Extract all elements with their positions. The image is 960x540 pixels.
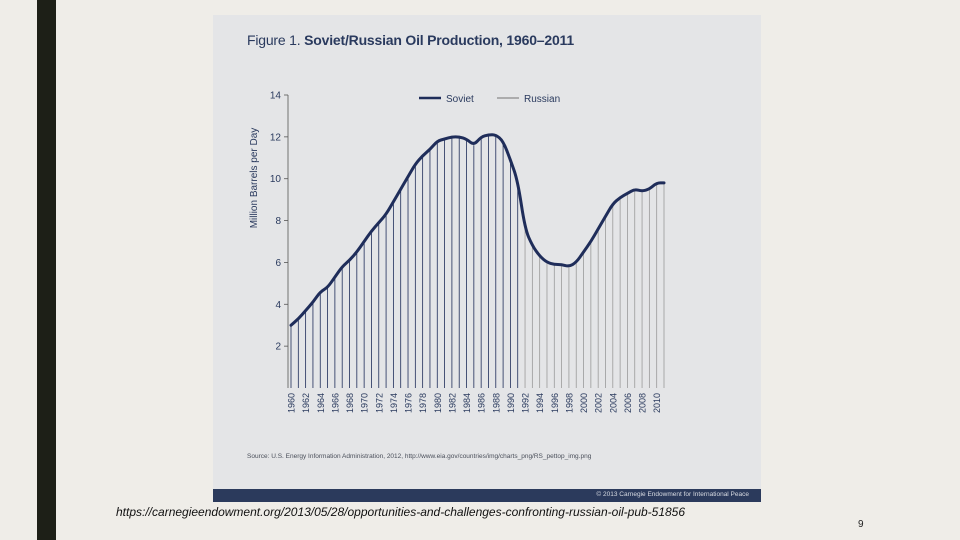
x-tick-label: 1972 (374, 393, 384, 413)
figure-title-text: Soviet/Russian Oil Production, 1960–2011 (304, 32, 574, 48)
x-tick-label: 1980 (433, 393, 443, 413)
slide-accent-bar (37, 0, 56, 540)
figure-panel: Figure 1. Soviet/Russian Oil Production,… (213, 15, 761, 502)
y-tick-label: 12 (270, 132, 282, 143)
x-tick-label: 2006 (623, 393, 633, 413)
x-tick-label: 1966 (330, 393, 340, 413)
y-tick-label: 2 (275, 342, 281, 353)
y-axis: 2 4 6 8 10 12 14 (270, 91, 289, 388)
y-tick-label: 6 (275, 258, 281, 269)
x-tick-label: 1984 (462, 393, 472, 413)
x-tick-label: 1970 (360, 393, 370, 413)
x-tick-label: 2002 (594, 393, 604, 413)
x-axis: 1960 1962 1964 1966 1968 1970 1972 1974 1976 1978… (287, 393, 663, 413)
x-tick-label: 1996 (550, 393, 560, 413)
year-drop-lines (290, 134, 665, 388)
source-url[interactable]: https://carnegieendowment.org/2013/05/28… (116, 505, 686, 519)
x-tick-label: 1962 (301, 393, 311, 413)
figure-title: Figure 1. Soviet/Russian Oil Production,… (247, 32, 574, 48)
x-tick-label: 1986 (477, 393, 487, 413)
x-tick-label: 1992 (521, 393, 531, 413)
y-tick-label: 14 (270, 91, 282, 102)
x-tick-label: 2004 (608, 393, 618, 413)
x-tick-label: 1974 (389, 393, 399, 413)
series-lines (289, 133, 666, 327)
x-tick-label: 1978 (418, 393, 428, 413)
x-tick-label: 1990 (506, 393, 516, 413)
source-note: Source: U.S. Energy Information Administ… (247, 453, 592, 460)
page-number: 9 (858, 519, 864, 530)
x-tick-label: 1960 (287, 393, 297, 413)
x-tick-label: 1976 (404, 393, 414, 413)
y-tick-label: 4 (275, 300, 281, 311)
x-tick-label: 1998 (564, 393, 574, 413)
y-tick-label: 10 (270, 174, 282, 185)
legend-russian-label: Russian (524, 94, 560, 105)
x-tick-label: 1988 (491, 393, 501, 413)
x-tick-label: 2008 (638, 393, 648, 413)
x-tick-label: 1982 (447, 393, 457, 413)
chart-legend: Soviet Russian (419, 94, 560, 105)
x-tick-label: 1994 (535, 393, 545, 413)
x-tick-label: 1964 (316, 393, 326, 413)
x-tick-label: 1968 (345, 393, 355, 413)
x-tick-label: 2010 (652, 393, 662, 413)
copyright-text: © 2013 Carnegie Endowment for Internatio… (596, 491, 749, 498)
y-tick-label: 8 (275, 216, 281, 227)
legend-soviet-label: Soviet (446, 94, 474, 105)
x-tick-label: 2000 (579, 393, 589, 413)
figure-footer-band: © 2013 Carnegie Endowment for Internatio… (213, 489, 761, 502)
figure-title-prefix: Figure 1. (247, 32, 301, 48)
y-axis-label: Million Barrels per Day (249, 128, 260, 229)
production-line (289, 133, 666, 327)
